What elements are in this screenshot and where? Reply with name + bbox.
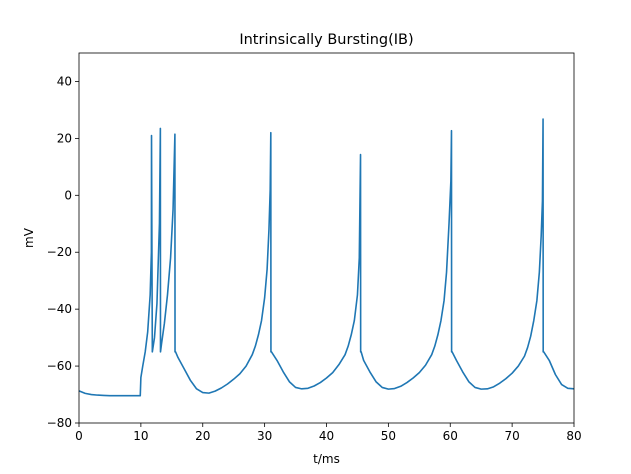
- x-tick-label: 80: [566, 429, 581, 443]
- y-tick-label: −60: [47, 359, 72, 373]
- x-tick-label: 30: [257, 429, 272, 443]
- y-axis-label: mV: [22, 227, 36, 248]
- x-tick-label: 60: [443, 429, 458, 443]
- x-tick-label: 0: [75, 429, 83, 443]
- x-tick-label: 40: [319, 429, 334, 443]
- y-axis-ticks: −80 −60 −40 −20 0 20 40: [47, 74, 79, 430]
- y-tick-label: 0: [64, 188, 72, 202]
- y-tick-label: −40: [47, 302, 72, 316]
- x-axis-label: t/ms: [313, 452, 340, 466]
- x-tick-label: 70: [504, 429, 519, 443]
- y-tick-label: −80: [47, 416, 72, 430]
- plot-area: [79, 53, 574, 423]
- series-layer: [78, 118, 575, 397]
- x-tick-label: 10: [133, 429, 148, 443]
- x-tick-label: 50: [381, 429, 396, 443]
- y-tick-label: 20: [57, 131, 72, 145]
- y-tick-label: 40: [57, 74, 72, 88]
- chart-title: Intrinsically Bursting(IB): [239, 32, 413, 48]
- x-tick-label: 20: [195, 429, 210, 443]
- series-line-0: [78, 118, 575, 397]
- x-axis-ticks: 0 10 20 30 40 50 60 70 80: [75, 423, 582, 443]
- y-tick-label: −20: [47, 245, 72, 259]
